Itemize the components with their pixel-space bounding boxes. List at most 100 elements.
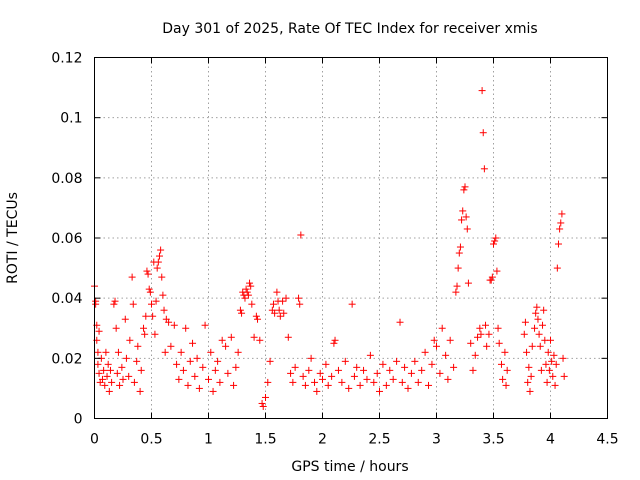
data-point	[143, 267, 151, 275]
data-point	[483, 342, 491, 350]
data-point	[459, 207, 467, 215]
data-point	[455, 249, 463, 257]
data-point	[556, 225, 564, 233]
data-point	[256, 336, 264, 344]
data-point	[136, 387, 144, 395]
data-point	[430, 336, 438, 344]
data-point	[414, 378, 422, 386]
x-tick-label: 0.5	[140, 432, 162, 448]
data-point	[111, 297, 119, 305]
data-point	[144, 270, 152, 278]
data-point	[170, 321, 178, 329]
data-point	[533, 303, 541, 311]
data-point	[523, 348, 531, 356]
data-point	[218, 336, 226, 344]
data-point	[436, 369, 444, 377]
data-point	[444, 375, 452, 383]
data-point	[319, 375, 326, 383]
data-point	[137, 366, 145, 374]
data-point	[452, 288, 460, 296]
data-point	[209, 387, 217, 395]
data-point	[411, 357, 419, 365]
axis-ticks	[94, 57, 608, 419]
data-point	[421, 348, 429, 356]
data-point	[550, 351, 558, 359]
data-point	[214, 357, 222, 365]
data-point	[311, 378, 319, 386]
data-point	[146, 288, 154, 296]
data-point	[248, 300, 256, 308]
data-point	[494, 324, 502, 332]
data-point	[112, 324, 120, 332]
data-point	[479, 129, 487, 137]
data-point	[295, 294, 303, 302]
data-point	[480, 165, 488, 173]
data-point	[94, 348, 102, 356]
data-point	[114, 348, 122, 356]
data-point	[499, 375, 507, 383]
data-point	[469, 366, 477, 374]
data-point	[101, 381, 109, 389]
data-point	[401, 363, 409, 371]
data-point	[186, 357, 194, 365]
data-point	[446, 336, 454, 344]
data-point	[241, 294, 249, 302]
data-point	[461, 183, 469, 191]
data-point	[463, 225, 471, 233]
data-point	[129, 300, 137, 308]
data-point	[134, 342, 142, 350]
data-point	[234, 348, 242, 356]
y-tick-label: 0.02	[51, 351, 82, 367]
data-point	[102, 348, 110, 356]
data-point	[199, 363, 207, 371]
data-point	[396, 318, 404, 326]
data-point	[536, 342, 544, 350]
data-point	[167, 342, 175, 350]
data-point	[92, 300, 100, 308]
data-point	[152, 297, 160, 305]
data-point	[553, 264, 561, 272]
data-point	[552, 360, 560, 368]
data-point	[100, 366, 108, 374]
x-tick-label: 2.5	[368, 432, 390, 448]
data-point	[549, 372, 557, 380]
data-point	[453, 282, 461, 290]
data-point	[407, 369, 415, 377]
data-point	[316, 369, 324, 377]
data-point	[130, 378, 138, 386]
data-point	[370, 378, 378, 386]
data-point	[252, 312, 260, 320]
data-point	[232, 363, 240, 371]
x-tick-label: 3	[432, 432, 441, 448]
data-point	[262, 393, 269, 401]
data-point	[353, 363, 361, 371]
y-tick-label: 0.08	[51, 171, 82, 187]
data-point	[238, 309, 246, 317]
data-point	[264, 378, 272, 386]
data-point	[542, 360, 550, 368]
data-point	[524, 378, 532, 386]
data-point	[159, 291, 167, 299]
data-point	[382, 381, 390, 389]
x-tick-label: 2	[318, 432, 327, 448]
data-point	[458, 216, 466, 224]
data-point	[113, 369, 121, 377]
data-point	[145, 285, 153, 293]
data-point	[547, 336, 554, 344]
data-point	[128, 273, 136, 281]
data-point	[348, 300, 356, 308]
data-point	[205, 375, 212, 383]
data-point	[428, 360, 436, 368]
data-point	[173, 360, 181, 368]
data-point	[313, 387, 321, 395]
data-point	[460, 186, 468, 194]
data-point	[155, 252, 163, 260]
data-point	[376, 387, 383, 395]
data-point	[501, 348, 509, 356]
data-point	[389, 375, 397, 383]
data-point	[227, 333, 235, 341]
data-point	[301, 381, 309, 389]
data-point	[330, 339, 338, 347]
